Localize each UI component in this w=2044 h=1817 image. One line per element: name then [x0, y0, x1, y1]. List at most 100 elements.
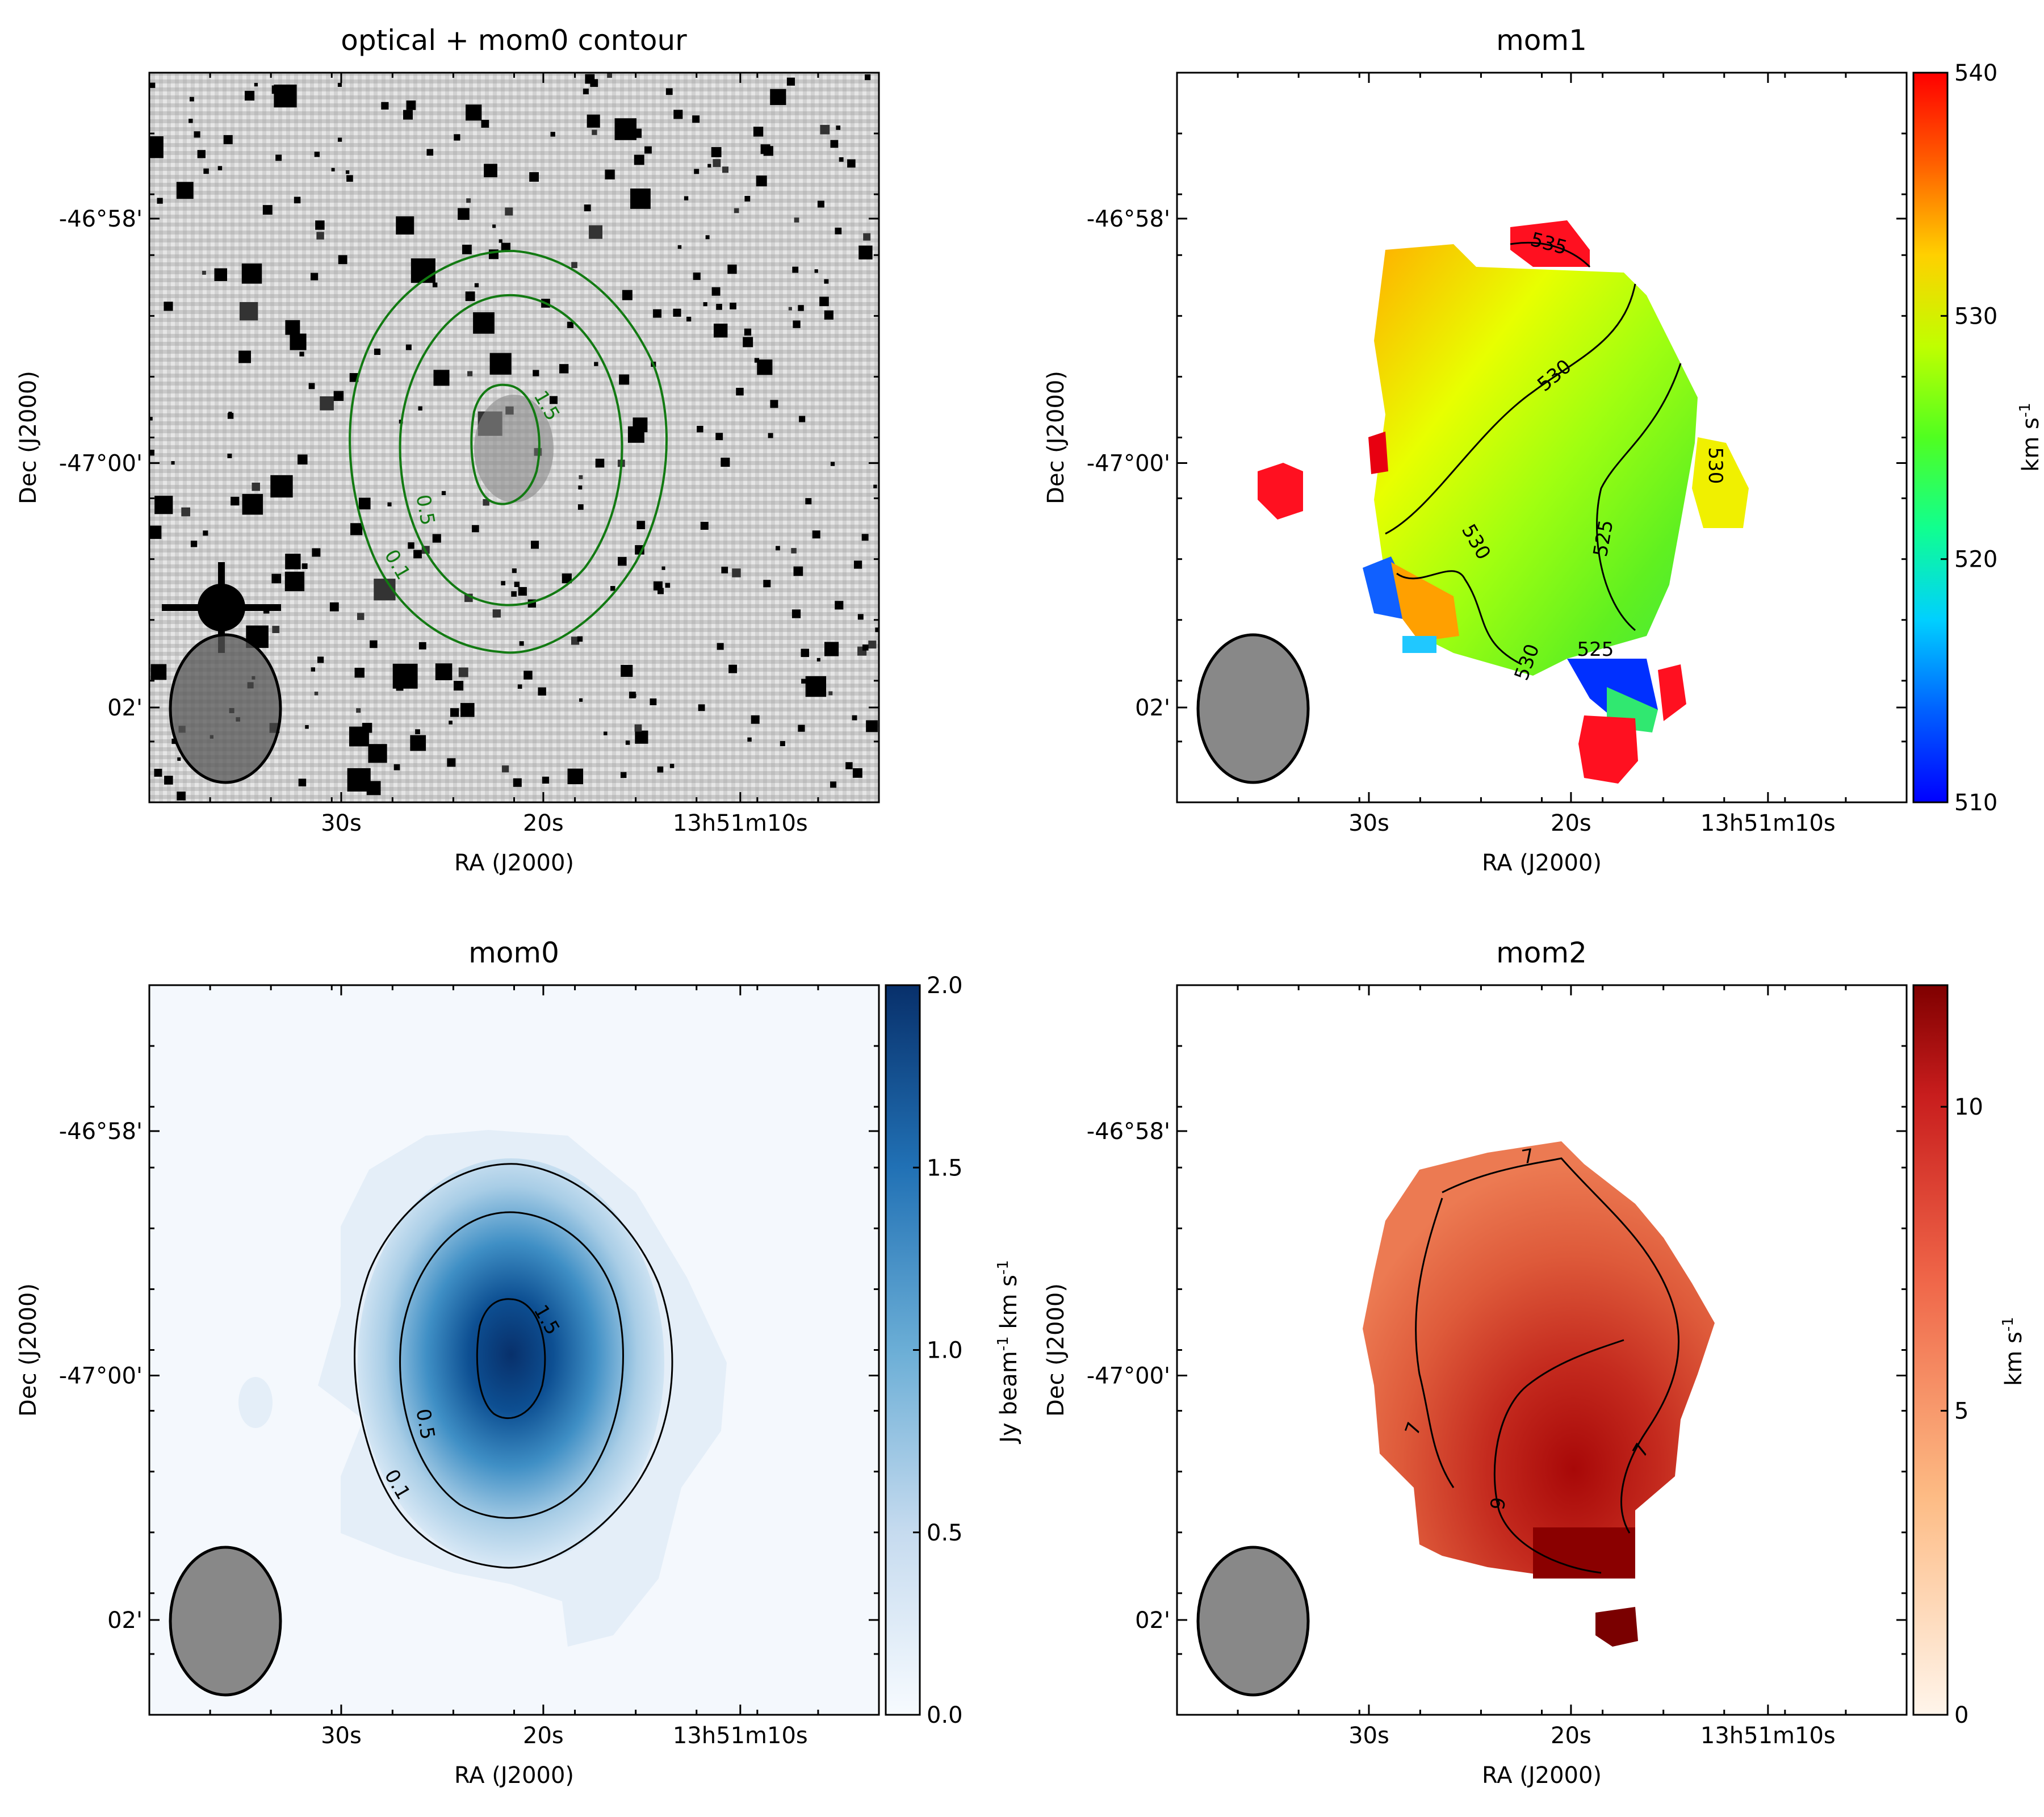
star: [620, 772, 627, 778]
axes: 30s 20s 13h51m10s -46°58' -47°00' 02' RA (J200…: [15, 985, 879, 1789]
star: [770, 400, 778, 408]
star: [801, 679, 806, 684]
beam-ellipse: [169, 1546, 282, 1697]
contour-530: [1385, 283, 1636, 535]
star: [673, 110, 683, 119]
star: [669, 764, 675, 768]
star: [298, 778, 307, 786]
contour-525: [1596, 363, 1682, 631]
contour-label: 0.5: [411, 493, 439, 527]
contour-level-1.5: [476, 1298, 546, 1420]
star: [847, 159, 856, 168]
colorbar-tick-label: 0: [1954, 1702, 1968, 1728]
star: [751, 715, 760, 724]
star: [531, 541, 539, 549]
star: [197, 150, 206, 158]
star: [697, 425, 703, 433]
star: [866, 720, 878, 732]
star: [499, 239, 502, 243]
star: [460, 703, 475, 717]
star: [466, 104, 482, 121]
star: [713, 159, 721, 168]
star: [836, 125, 841, 130]
star: [331, 168, 335, 171]
star: [824, 279, 829, 284]
colorbar-gradient: [1912, 984, 1949, 1716]
star: [514, 581, 520, 587]
optical-contours: [349, 249, 668, 654]
colorbar-tick-label: 1.5: [927, 1155, 963, 1181]
star: [753, 127, 764, 137]
star: [189, 119, 193, 123]
star: [625, 740, 630, 745]
bright-star: [162, 562, 281, 653]
dispersion-dark-blob: [1595, 1607, 1638, 1647]
star: [294, 196, 301, 204]
y-axis-label: Dec (J2000): [1043, 371, 1069, 504]
y-axis-label: Dec (J2000): [15, 371, 41, 504]
colorbar-tick-label: 0.0: [927, 1702, 963, 1728]
star: [798, 725, 805, 732]
star: [830, 140, 839, 148]
velocity-red-bottom-right: [1658, 664, 1686, 721]
star: [694, 169, 700, 174]
galaxy-glow: [474, 395, 554, 503]
star: [315, 220, 325, 230]
star: [320, 396, 334, 411]
star: [634, 724, 642, 732]
star: [727, 264, 737, 274]
star: [473, 312, 495, 334]
star: [518, 587, 527, 596]
star: [776, 546, 780, 551]
star: [338, 255, 347, 265]
star: [584, 204, 591, 212]
x-tick-label: 13h51m10s: [1700, 810, 1836, 836]
colorbar-tick-label: 0.5: [927, 1520, 963, 1546]
star: [605, 169, 615, 179]
star: [868, 640, 877, 649]
axes: 30s 20s 13h51m10s -46°58' -47°00' 02' RA (J200…: [1043, 73, 1907, 876]
x-tick-label: 20s: [523, 810, 564, 836]
star: [356, 708, 361, 713]
star: [381, 102, 389, 110]
star: [203, 530, 208, 536]
star: [839, 157, 844, 162]
contour-level-1.5: [470, 383, 541, 505]
star: [316, 232, 324, 240]
star: [636, 521, 646, 529]
star: [770, 89, 786, 105]
star: [634, 154, 644, 165]
star: [629, 692, 636, 698]
x-tick-label: 30s: [321, 810, 362, 836]
star: [501, 581, 505, 585]
contour-level-0.5: [399, 1211, 624, 1519]
star: [505, 207, 513, 216]
star: [577, 504, 584, 510]
star: [312, 548, 321, 557]
star: [715, 433, 723, 441]
star: [149, 417, 153, 421]
star: [411, 258, 435, 283]
star: [285, 554, 301, 570]
star: [149, 525, 162, 539]
star: [194, 131, 200, 138]
star: [413, 550, 422, 559]
star: [181, 507, 191, 517]
star: [873, 484, 877, 488]
panel-optical: optical + mom0 contour 0.1 0.5 1.5 30s 20…: [15, 24, 880, 876]
x-tick-label: 13h51m10s: [1700, 1723, 1836, 1749]
star: [722, 166, 728, 173]
contour-level-0.1: [349, 249, 668, 654]
star: [387, 502, 392, 506]
star: [298, 454, 308, 464]
y-tick-label: -46°58': [1087, 1119, 1170, 1145]
star: [684, 196, 689, 200]
y-tick-label: -46°58': [1087, 206, 1170, 232]
star: [585, 74, 595, 84]
star: [454, 134, 460, 141]
star: [426, 149, 434, 156]
star: [550, 396, 558, 404]
star: [618, 556, 627, 566]
y-tick-label: 02': [1135, 695, 1170, 721]
star: [223, 135, 233, 144]
